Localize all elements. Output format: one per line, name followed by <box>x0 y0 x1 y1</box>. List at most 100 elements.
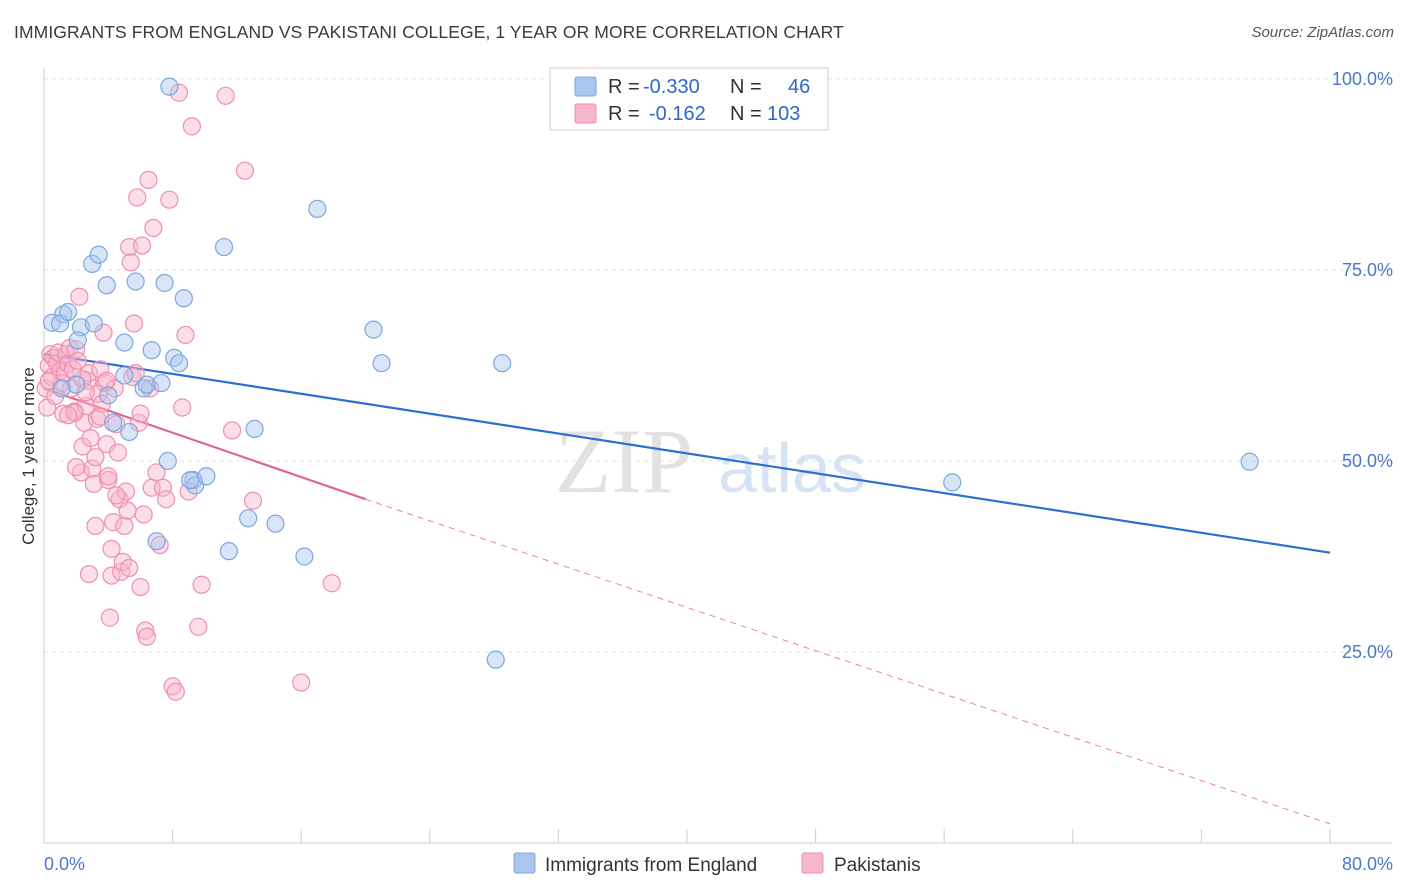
england-point <box>493 354 512 373</box>
pakistanis-point <box>124 314 144 333</box>
england-point <box>197 467 216 486</box>
pakistanis-point <box>97 371 116 390</box>
pakistanis-point <box>108 443 128 462</box>
pakistanis-point <box>91 360 110 379</box>
legend-n-label-england: N = <box>730 76 762 98</box>
england-point <box>126 272 145 291</box>
england-point <box>295 547 314 566</box>
y-axis-title: College, 1 year or more <box>19 367 38 545</box>
pakistanis-point <box>126 364 145 383</box>
pakistanis-point <box>84 474 103 494</box>
england-point <box>152 373 171 393</box>
pakistanis-point <box>137 627 156 646</box>
pakistanis-point <box>322 574 341 593</box>
pakistanis-point <box>116 482 136 501</box>
england-point <box>68 331 87 350</box>
pakistanis-point <box>67 340 86 359</box>
legend-n-value-pakistanis: 103 <box>767 103 800 125</box>
axes <box>43 68 1392 844</box>
legend-n-label-pakistanis: N = <box>730 103 762 125</box>
england-point <box>266 514 285 533</box>
pakistanis-point <box>128 188 147 207</box>
legend-r-value-pakistanis: -0.162 <box>649 103 706 125</box>
england-point <box>245 419 264 439</box>
england-point <box>308 199 327 218</box>
pakistanis-point <box>153 478 173 497</box>
england-point <box>115 366 134 385</box>
pakistanis-point <box>216 86 235 105</box>
y-tick-label: 25.0% <box>1342 642 1393 662</box>
pakistanis-point <box>131 404 150 423</box>
england-point <box>84 314 103 333</box>
england-point <box>219 542 238 561</box>
pakistanis-point <box>292 673 311 692</box>
source-credit: Source: ZipAtlas.com <box>1251 24 1394 41</box>
pakistanis-point <box>76 383 95 402</box>
pakistanis-point <box>169 83 189 102</box>
legend: R = -0.330 N = 46 R = -0.162 N = 103 <box>549 67 829 131</box>
pakistanis-trendline-extrapolated <box>365 498 1331 825</box>
england-point <box>120 422 139 442</box>
pakistanis-point <box>222 421 242 440</box>
pakistanis-point <box>102 566 121 585</box>
bottom-legend-swatch-england <box>513 852 536 874</box>
england-point <box>165 348 184 367</box>
england-point <box>943 473 962 492</box>
legend-swatch-pakistanis <box>574 103 597 124</box>
pakistanis-point <box>67 458 86 477</box>
legend-r-value-england: -0.330 <box>643 76 700 98</box>
legend-r-label-england: R = <box>608 76 640 98</box>
pakistanis-point <box>94 323 113 342</box>
pakistanis-point <box>68 351 87 371</box>
pakistanis-point <box>176 325 195 345</box>
watermark: ZIP atlas <box>555 410 866 512</box>
england-point <box>67 375 86 394</box>
england-point <box>59 302 78 322</box>
pakistanis-point <box>86 448 105 467</box>
pakistanis-point <box>132 236 152 255</box>
england-point <box>89 245 108 264</box>
bottom-legend: Immigrants from England Pakistanis <box>513 852 921 876</box>
pakistanis-point <box>71 463 91 482</box>
pakistanis-point <box>243 491 263 510</box>
legend-r-label-pakistanis: R = <box>608 103 640 125</box>
england-point <box>239 509 258 528</box>
england-point <box>174 289 193 308</box>
pakistanis-point <box>166 682 185 701</box>
pakistanis-point <box>99 471 118 490</box>
pakistanis-point <box>59 406 78 425</box>
y-tick-label: 50.0% <box>1342 451 1393 471</box>
england-point <box>169 354 189 373</box>
pakistanis-point <box>173 398 192 417</box>
pakistanis-point <box>79 564 99 584</box>
pakistanis-point <box>129 413 148 432</box>
pakistanis-point <box>76 396 95 416</box>
pakistanis-point <box>99 467 118 486</box>
pakistanis-point <box>120 558 139 578</box>
pakistanis-point <box>83 459 102 478</box>
england-point <box>158 451 177 471</box>
pakistanis-trendline <box>43 387 366 501</box>
england-point <box>181 471 200 490</box>
pakistanis-point <box>136 621 155 640</box>
pakistanis-point <box>131 577 150 597</box>
england-point <box>115 333 134 352</box>
pakistanis-point <box>102 539 121 558</box>
pakistanis-point <box>118 501 137 520</box>
pakistanis-point <box>182 117 201 136</box>
bottom-legend-label-england: Immigrants from England <box>545 855 757 876</box>
england-point <box>97 276 116 295</box>
england-point <box>214 237 234 257</box>
pakistanis-point <box>104 513 123 532</box>
pakistanis-point <box>121 253 140 272</box>
tick-labels: 25.0% 50.0% 75.0% 100.0% 0.0% 80.0% <box>44 69 1393 874</box>
england-point <box>155 273 174 293</box>
england-point <box>137 375 156 394</box>
england-point <box>372 354 391 373</box>
pakistanis-point <box>86 516 105 536</box>
pakistanis-point <box>147 463 166 482</box>
pakistanis-point <box>235 161 255 180</box>
y-tick-label: 75.0% <box>1342 260 1393 280</box>
legend-n-value-england: 46 <box>788 76 810 98</box>
